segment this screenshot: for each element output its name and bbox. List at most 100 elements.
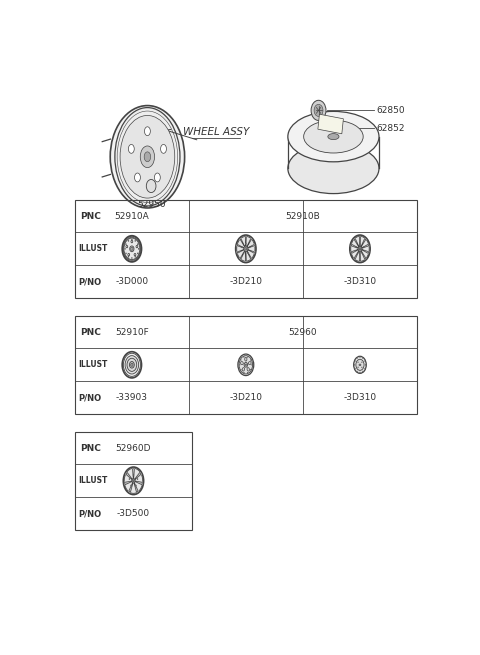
Circle shape	[355, 360, 356, 362]
Circle shape	[128, 240, 129, 242]
Text: P/NO: P/NO	[78, 509, 101, 518]
Polygon shape	[240, 238, 245, 246]
Polygon shape	[248, 250, 254, 253]
Circle shape	[128, 253, 130, 256]
Polygon shape	[362, 250, 369, 253]
Ellipse shape	[161, 145, 167, 153]
Text: 62850: 62850	[376, 106, 405, 115]
Circle shape	[364, 360, 365, 362]
Text: 52950: 52950	[137, 200, 166, 209]
Circle shape	[124, 238, 140, 259]
Circle shape	[137, 253, 138, 254]
Circle shape	[361, 367, 362, 368]
Text: 52960: 52960	[288, 328, 317, 337]
Circle shape	[133, 480, 134, 482]
Polygon shape	[354, 238, 359, 247]
Ellipse shape	[144, 152, 151, 162]
Ellipse shape	[288, 111, 379, 162]
Circle shape	[130, 246, 134, 252]
Circle shape	[134, 253, 136, 256]
Circle shape	[357, 371, 358, 372]
Circle shape	[126, 246, 128, 248]
Polygon shape	[245, 236, 246, 246]
Text: 52960D: 52960D	[116, 443, 151, 453]
Circle shape	[122, 236, 142, 262]
Ellipse shape	[144, 127, 150, 136]
Circle shape	[247, 356, 248, 358]
Ellipse shape	[240, 362, 243, 365]
Polygon shape	[126, 472, 132, 479]
Polygon shape	[237, 244, 244, 248]
Circle shape	[130, 362, 134, 368]
Ellipse shape	[288, 143, 379, 194]
Text: -3D210: -3D210	[229, 393, 263, 402]
Ellipse shape	[242, 367, 245, 371]
Text: -3D500: -3D500	[117, 509, 150, 518]
Circle shape	[131, 485, 132, 486]
Circle shape	[128, 256, 129, 257]
Bar	[75, 200, 417, 298]
Polygon shape	[247, 238, 252, 246]
Text: P/NO: P/NO	[78, 277, 101, 286]
Text: WHEEL ASSY: WHEEL ASSY	[183, 126, 250, 136]
Ellipse shape	[359, 364, 361, 365]
Circle shape	[314, 104, 323, 117]
Ellipse shape	[247, 367, 250, 371]
Circle shape	[135, 256, 136, 257]
Polygon shape	[132, 469, 134, 478]
Polygon shape	[240, 251, 245, 259]
Polygon shape	[248, 244, 254, 248]
Circle shape	[123, 467, 144, 495]
Polygon shape	[245, 252, 246, 261]
Circle shape	[359, 248, 361, 250]
Circle shape	[127, 358, 137, 371]
Circle shape	[247, 372, 248, 373]
Circle shape	[354, 356, 366, 373]
Circle shape	[146, 179, 156, 193]
Circle shape	[239, 356, 252, 374]
Circle shape	[362, 358, 363, 359]
Ellipse shape	[128, 145, 134, 153]
Circle shape	[122, 352, 142, 378]
Circle shape	[132, 479, 135, 483]
Text: 52910F: 52910F	[115, 328, 149, 337]
Text: ILLUST: ILLUST	[78, 244, 107, 253]
Polygon shape	[361, 238, 366, 247]
Polygon shape	[354, 251, 359, 259]
Circle shape	[244, 362, 248, 367]
Circle shape	[137, 244, 138, 245]
Circle shape	[365, 364, 366, 365]
Ellipse shape	[155, 173, 160, 182]
Circle shape	[131, 247, 133, 250]
Circle shape	[138, 248, 139, 250]
Circle shape	[355, 368, 356, 369]
Circle shape	[240, 369, 241, 370]
Circle shape	[354, 364, 355, 365]
Text: PNC: PNC	[81, 328, 101, 337]
Bar	[75, 432, 192, 530]
Circle shape	[245, 243, 246, 244]
Circle shape	[131, 240, 133, 243]
Circle shape	[244, 246, 248, 252]
Circle shape	[358, 367, 359, 368]
Circle shape	[351, 236, 369, 261]
Ellipse shape	[115, 107, 180, 206]
Ellipse shape	[110, 105, 185, 208]
Text: PNC: PNC	[81, 212, 101, 221]
Circle shape	[358, 362, 359, 363]
Polygon shape	[125, 481, 132, 485]
Polygon shape	[134, 483, 138, 492]
Polygon shape	[362, 244, 369, 248]
Circle shape	[350, 235, 370, 263]
Circle shape	[356, 360, 364, 370]
Ellipse shape	[328, 134, 339, 140]
Text: 52910A: 52910A	[115, 212, 149, 221]
Circle shape	[135, 240, 136, 242]
Text: -3D000: -3D000	[115, 277, 148, 286]
Circle shape	[248, 252, 249, 253]
Circle shape	[311, 100, 326, 121]
Ellipse shape	[245, 364, 247, 365]
Text: -3D310: -3D310	[343, 393, 376, 402]
Ellipse shape	[245, 358, 247, 361]
Polygon shape	[135, 481, 143, 485]
